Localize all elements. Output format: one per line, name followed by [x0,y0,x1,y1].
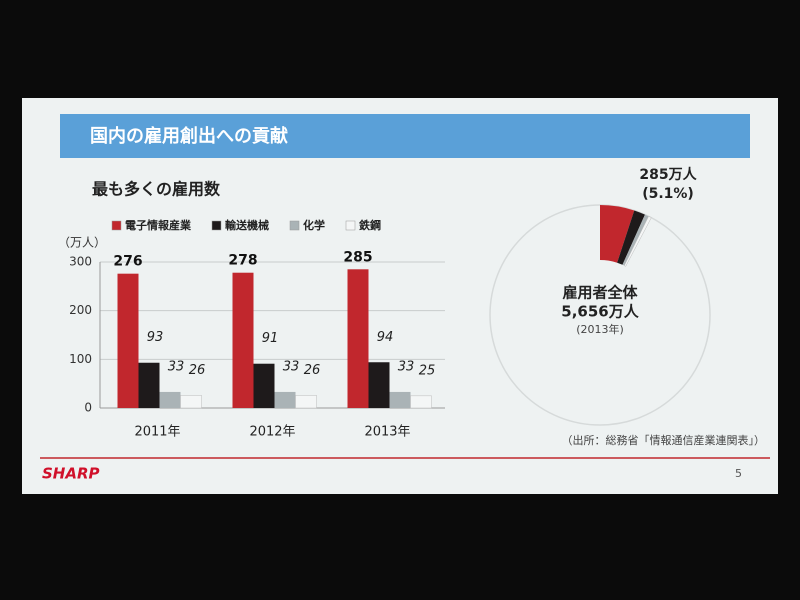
y-tick-label: 100 [69,352,92,366]
chart-title: 最も多くの雇用数 [92,180,221,199]
bar [274,391,296,408]
legend-swatch [345,220,356,231]
pie-slice [617,210,645,265]
pie-center-title: 雇用者全体 [562,284,638,302]
legend-label: 電子情報産業 [125,218,192,232]
value-label: 91 [262,331,279,346]
y-tick-label: 200 [69,303,92,317]
pie-center-note: (2013年) [576,322,624,336]
bar [253,363,275,408]
legend-label: 化学 [303,218,325,232]
pie-slice [600,205,635,263]
legend-label: 輸送機械 [225,218,269,232]
pie-share: (5.1%) [642,186,694,202]
bar [138,362,160,408]
x-tick-label: 2011年 [134,425,180,440]
bar [159,391,181,408]
bar [347,269,369,408]
value-label: 285 [343,249,372,265]
slide [22,98,778,494]
value-label: 276 [113,254,142,270]
bar [295,395,317,409]
page-number: 5 [735,467,742,480]
bar [368,362,390,408]
pie-total: 5,656万人 [561,303,639,321]
source-note: （出所：総務省「情報通信産業連関表」） [562,433,766,447]
bar [389,391,411,408]
value-label: 26 [304,363,321,378]
x-tick-label: 2013年 [364,425,410,440]
bar [232,272,254,408]
legend-swatch [289,220,300,231]
value-label: 33 [283,359,300,374]
header-band [60,114,750,158]
bar [117,273,139,408]
y-tick-label: 0 [84,401,92,415]
value-label: 33 [398,359,415,374]
value-label: 278 [228,253,257,269]
pie-slice [622,214,649,266]
x-tick-label: 2012年 [249,425,295,440]
pie-annotation: 285万人 [639,166,697,183]
y-tick-label: 300 [69,255,92,269]
value-label: 25 [419,363,436,378]
pie-slice [623,215,652,267]
y-axis-label: （万人） [58,236,106,250]
legend-swatch [211,220,222,231]
value-label: 33 [168,359,185,374]
logo: SHARP [42,465,100,483]
value-label: 93 [147,330,164,345]
bar [410,395,432,409]
bar [180,395,202,409]
value-label: 26 [189,363,206,378]
slide-title: 国内の雇用創出への貢献 [90,125,288,147]
value-label: 94 [377,330,394,345]
legend-swatch [111,220,122,231]
legend-label: 鉄鋼 [359,218,381,232]
